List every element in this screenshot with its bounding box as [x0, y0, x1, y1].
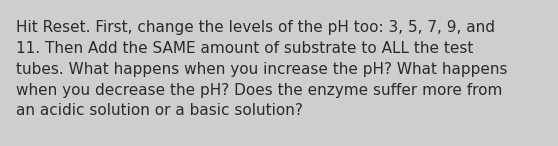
Text: Hit Reset. First, change the levels of the pH too: 3, 5, 7, 9, and
11. Then Add : Hit Reset. First, change the levels of t… [16, 20, 507, 119]
